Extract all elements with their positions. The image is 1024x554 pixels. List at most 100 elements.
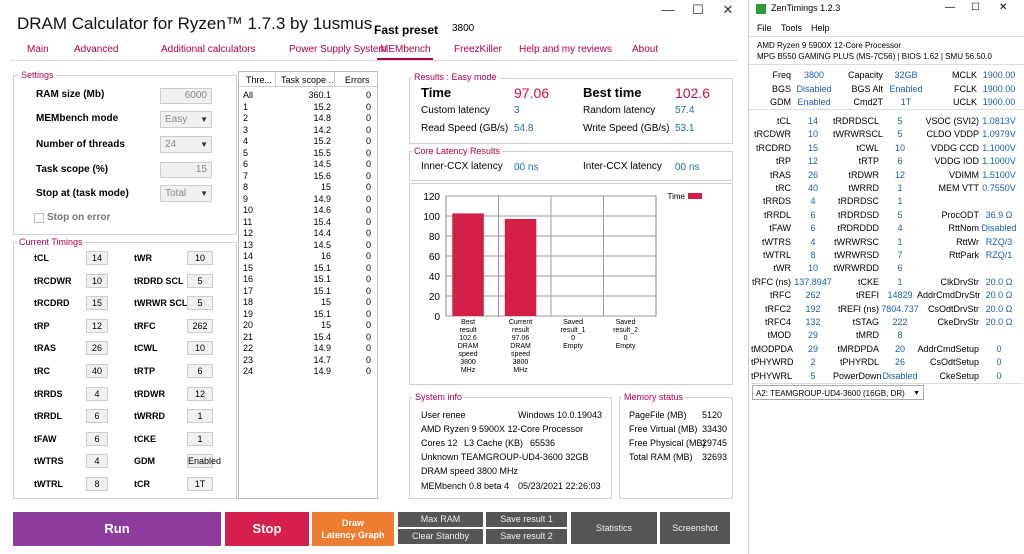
task-scope-input[interactable]: 15	[160, 162, 212, 178]
tab-freezkiller[interactable]: FreezKiller	[454, 44, 502, 55]
table-row[interactable]: 11 15.4 0	[239, 217, 377, 228]
table-row[interactable]: 4 15.2 0	[239, 136, 377, 147]
save-result-2-button[interactable]: Save result 2	[486, 529, 567, 544]
table-row[interactable]: 19 15.1 0	[239, 309, 377, 320]
table-row[interactable]: 1 15.2 0	[239, 102, 377, 113]
timing-value[interactable]: 12	[86, 318, 108, 333]
timing-value[interactable]: 5	[187, 296, 213, 311]
read-speed-value: 54.8	[514, 123, 534, 134]
table-row[interactable]: All 360.1 0	[239, 90, 377, 101]
timing-value[interactable]: 6	[187, 364, 213, 378]
tab-advanced[interactable]: Advanced	[74, 44, 119, 55]
table-row[interactable]: 6 14.5 0	[239, 159, 377, 170]
zen-value: 10	[894, 142, 905, 153]
draw-latency-graph-button[interactable]: Draw Latency Graph	[312, 512, 394, 546]
timing-value[interactable]: 6	[86, 409, 108, 424]
timing-value[interactable]: 5	[187, 273, 213, 288]
ram-size-input[interactable]: 6000	[160, 88, 212, 104]
max-ram-button[interactable]: Max RAM	[398, 512, 483, 527]
errors-column-header[interactable]: Errors	[345, 75, 370, 85]
timing-value[interactable]: 1	[187, 409, 213, 424]
zen-minimize-icon[interactable]: —	[945, 2, 955, 13]
table-row[interactable]: 14 16 0	[239, 251, 377, 262]
zen-close-icon[interactable]: ✕	[999, 2, 1008, 13]
table-row[interactable]: 5 15.5 0	[239, 148, 377, 159]
save-result-1-button[interactable]: Save result 1	[486, 512, 567, 527]
zen-menu-file[interactable]: File	[757, 23, 772, 33]
table-row[interactable]: 20 15 0	[239, 320, 377, 331]
errors-cell: 0	[366, 159, 372, 169]
table-row[interactable]: 9 14.9 0	[239, 194, 377, 205]
timing-value[interactable]: 12	[187, 386, 213, 401]
timing-value[interactable]: 15	[86, 296, 108, 311]
timing-label: tWTRS	[34, 456, 64, 467]
membench-mode-select[interactable]: Easy ▼	[160, 111, 212, 128]
stop-button[interactable]: Stop	[225, 512, 309, 546]
table-row[interactable]: 2 14.8 0	[239, 113, 377, 124]
timing-value[interactable]: 10	[187, 341, 213, 356]
table-row[interactable]: 16 15.1 0	[239, 274, 377, 285]
table-row[interactable]: 12 14.4 0	[239, 228, 377, 239]
stop-at-select[interactable]: Total ▼	[160, 185, 212, 202]
threads-select[interactable]: 24 ▼	[160, 136, 212, 153]
stop-on-error-checkbox[interactable]	[34, 213, 44, 223]
timing-value[interactable]: Enabled	[187, 454, 222, 469]
tab-power-supply-system[interactable]: Power Supply System	[289, 44, 387, 55]
zen-menu-tools[interactable]: Tools	[781, 23, 803, 33]
errors-cell: 0	[366, 193, 372, 204]
timing-value[interactable]: 26	[86, 341, 108, 356]
table-row[interactable]: 22 14.9 0	[239, 343, 377, 354]
errors-cell: 0	[366, 113, 372, 123]
maximize-icon[interactable]: ☐	[692, 2, 704, 17]
zen-maximize-icon[interactable]: ☐	[971, 2, 980, 13]
timing-value[interactable]: 4	[86, 454, 108, 469]
task-scope-column-header[interactable]: Task scope ...	[281, 75, 337, 85]
statistics-button[interactable]: Statistics	[571, 512, 657, 544]
clear-standby-button[interactable]: Clear Standby	[398, 529, 483, 544]
timing-value[interactable]: 14	[86, 251, 108, 265]
table-row[interactable]: 17 15.1 0	[239, 286, 377, 297]
table-row[interactable]: 15 15.1 0	[239, 263, 377, 274]
zen-value: 20	[894, 343, 905, 354]
table-row[interactable]: 23 14.7 0	[239, 355, 377, 366]
screenshot-button[interactable]: Screenshot	[660, 512, 730, 544]
table-row[interactable]: 3 14.2 0	[239, 125, 377, 136]
table-row[interactable]: 13 14.5 0	[239, 240, 377, 251]
tab-main[interactable]: Main	[27, 44, 49, 55]
zen-value: 4	[897, 223, 903, 234]
timing-value[interactable]: 10	[187, 251, 213, 265]
table-row[interactable]: 18 15 0	[239, 297, 377, 308]
memory-status-label: Free Physical (MB)	[629, 438, 706, 448]
timing-value[interactable]: 262	[187, 318, 213, 333]
tab-membench[interactable]: MEMbench	[380, 44, 431, 55]
tab-additional-calculators[interactable]: Additional calculators	[161, 44, 256, 55]
zen-menu-help[interactable]: Help	[811, 23, 830, 33]
write-speed-value: 53.1	[675, 123, 695, 134]
table-row[interactable]: 7 15.6 0	[239, 171, 377, 182]
timing-value[interactable]: 6	[86, 431, 108, 446]
table-row[interactable]: 10 14.6 0	[239, 205, 377, 216]
task-scope-cell: 15.4	[313, 331, 331, 342]
zen-value: 20.0 Ω	[985, 317, 1013, 327]
table-row[interactable]: 21 15.4 0	[239, 332, 377, 343]
tab-help-and-reviews[interactable]: Help and my reviews	[519, 44, 612, 55]
timing-value[interactable]: 40	[86, 364, 108, 378]
timing-value[interactable]: 1	[187, 431, 213, 446]
table-row[interactable]: 8 15 0	[239, 182, 377, 193]
zen-label: RttNom	[948, 223, 979, 234]
zen-value: 26	[807, 169, 818, 180]
close-icon[interactable]: ✕	[722, 2, 734, 17]
timing-value[interactable]: 4	[86, 386, 108, 401]
zen-label: VSOC (SVI2)	[925, 116, 979, 126]
timing-value[interactable]: 8	[86, 477, 108, 491]
stop-at-value: Total	[165, 188, 187, 199]
table-row[interactable]: 24 14.9 0	[239, 366, 377, 377]
timing-value[interactable]: 1T	[187, 477, 213, 491]
thread-column-header[interactable]: Thre...	[246, 75, 273, 85]
tab-about[interactable]: About	[632, 44, 659, 55]
timing-value[interactable]: 10	[86, 273, 108, 288]
zen-label: CkeSetup	[939, 370, 979, 381]
run-button[interactable]: Run	[13, 512, 221, 546]
dimm-select[interactable]: A2: TEAMGROUP-UD4-3600 (16GB, DR) ▼	[752, 385, 924, 400]
minimize-icon[interactable]: —	[661, 2, 675, 17]
